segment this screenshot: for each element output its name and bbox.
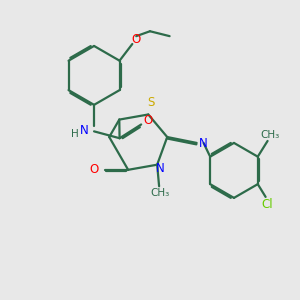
Text: N: N xyxy=(80,124,88,137)
Text: H: H xyxy=(70,129,78,139)
Text: Cl: Cl xyxy=(262,198,273,211)
Text: N: N xyxy=(156,162,164,175)
Text: CH₃: CH₃ xyxy=(260,130,279,140)
Text: O: O xyxy=(89,163,98,176)
Text: S: S xyxy=(148,96,155,109)
Text: O: O xyxy=(143,114,153,127)
Text: N: N xyxy=(199,137,208,150)
Text: CH₃: CH₃ xyxy=(151,188,170,198)
Text: O: O xyxy=(132,33,141,46)
